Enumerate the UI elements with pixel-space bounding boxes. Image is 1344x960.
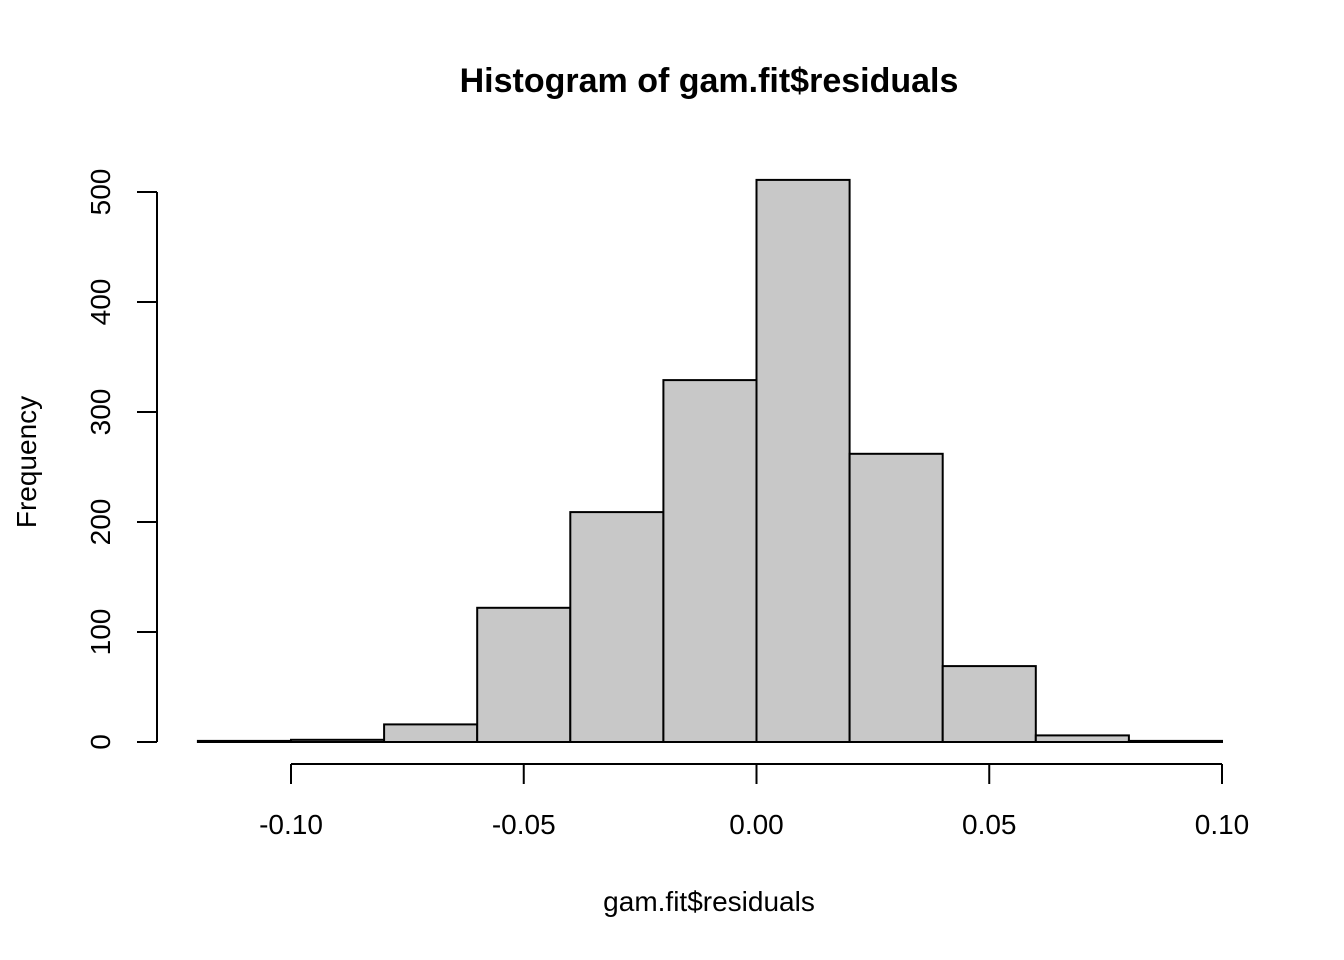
x-axis: -0.10 -0.05 0.00 0.05 0.10 [259,763,1250,840]
y-axis: 0 100 200 300 400 500 [85,169,158,750]
histogram-bar [848,452,944,743]
y-tick-label: 200 [85,499,116,546]
y-tick-label: 100 [85,609,116,656]
histogram-bar [941,665,1037,743]
histogram-bar [476,606,572,743]
x-axis-label: gam.fit$residuals [603,886,815,917]
histogram-bar [196,739,292,744]
histogram-bar [1034,734,1130,744]
y-tick-label: 0 [85,734,116,750]
bars-group [196,178,1224,744]
histogram-bar [383,723,479,744]
y-tick-label: 300 [85,389,116,436]
x-tick-label: -0.05 [492,809,556,840]
histogram-bar [290,738,386,743]
x-tick-label: 0.10 [1195,809,1250,840]
chart-title: Histogram of gam.fit$residuals [460,62,959,100]
y-tick-label: 400 [85,279,116,326]
histogram-bar [755,178,851,743]
y-tick-label: 500 [85,169,116,216]
x-tick-label: 0.05 [962,809,1017,840]
x-tick-label: 0.00 [729,809,784,840]
x-tick-label: -0.10 [259,809,323,840]
y-axis-label: Frequency [11,396,42,528]
histogram-bar [662,379,758,743]
histogram-bar [569,511,665,743]
histogram-bar [1127,739,1224,744]
